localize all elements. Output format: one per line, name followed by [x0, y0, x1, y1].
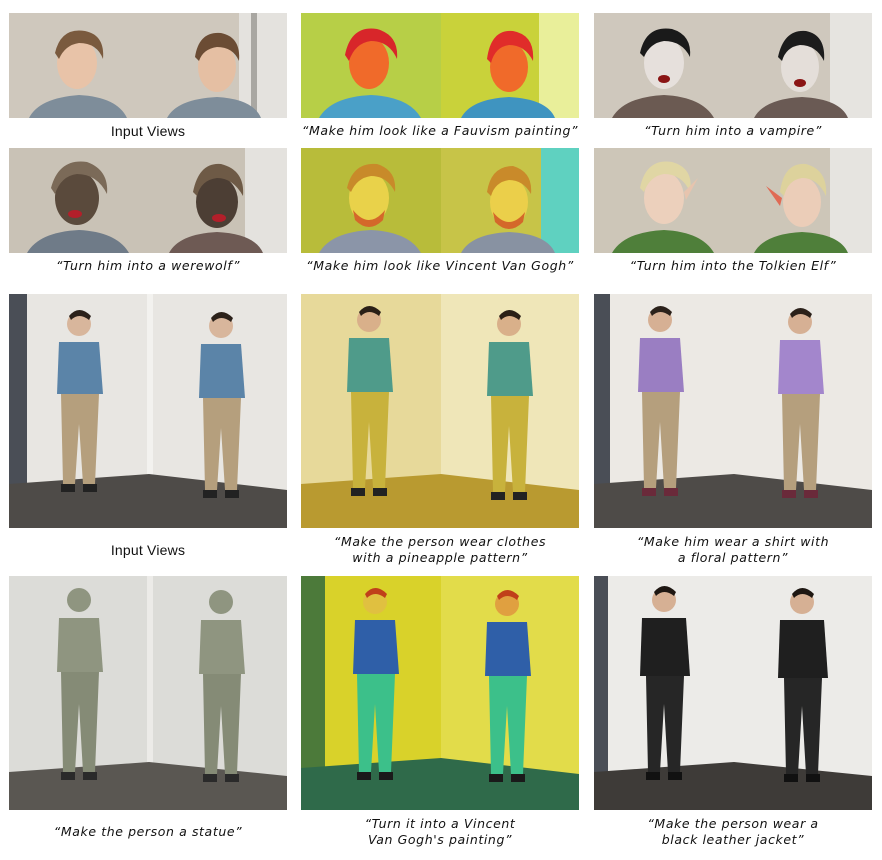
- body-vangogh-image: [301, 576, 579, 810]
- body-input-views-image: [9, 294, 287, 528]
- caption-leather-jacket: “Make the person wear a black leather ja…: [647, 816, 819, 847]
- caption-vampire: “Turn him into a vampire”: [644, 123, 822, 138]
- caption-fauvism: “Make him look like a Fauvism painting”: [301, 123, 579, 138]
- caption-tolkien-elf: “Turn him into the Tolkien Elf”: [629, 258, 837, 273]
- body-leather-jacket-image: [594, 576, 872, 810]
- caption-pineapple: “Make the person wear clothes with a pin…: [333, 534, 547, 565]
- caption-vangogh: “Make him look like Vincent Van Gogh”: [306, 258, 574, 273]
- face-input-views-image: [9, 13, 287, 118]
- body-pineapple-image: [301, 294, 579, 528]
- face-tolkien-elf-image: [594, 148, 872, 253]
- caption-input-views: Input Views: [110, 123, 186, 139]
- caption-body-input-views: Input Views: [110, 542, 186, 558]
- caption-statue: “Make the person a statue”: [53, 824, 243, 839]
- face-vampire-image: [594, 13, 872, 118]
- body-floral-image: [594, 294, 872, 528]
- face-vangogh-image: [301, 148, 579, 253]
- face-fauvism-image: [301, 13, 579, 118]
- caption-vangogh-body: “Turn it into a Vincent Van Gogh's paint…: [364, 816, 516, 847]
- body-statue-image: [9, 576, 287, 810]
- caption-werewolf: “Turn him into a werewolf”: [55, 258, 241, 273]
- face-werewolf-image: [9, 148, 287, 253]
- caption-floral: “Make him wear a shirt with a floral pat…: [636, 534, 830, 565]
